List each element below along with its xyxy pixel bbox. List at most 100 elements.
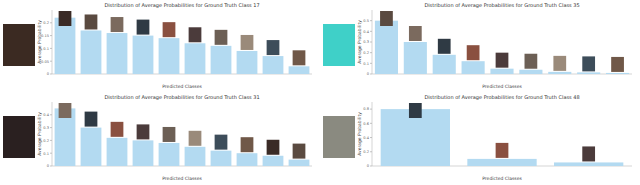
bar (263, 56, 284, 74)
y-tick (50, 61, 52, 62)
query-image (3, 24, 35, 66)
thumbnail (409, 103, 422, 118)
thumbnail (267, 140, 280, 155)
bars (381, 103, 624, 166)
bar (375, 21, 398, 74)
y-axis-label: Average Probability (357, 20, 362, 64)
y-tick (50, 127, 52, 128)
y-axis (372, 10, 373, 74)
thumbnail (111, 17, 124, 32)
bar (467, 159, 536, 166)
bar (133, 140, 154, 166)
y-axis-label: Average Probability (37, 112, 42, 156)
thumbnail (137, 20, 150, 35)
thumbnail (525, 54, 538, 69)
thumbnail (163, 22, 176, 37)
y-tick-label: 0.4 (43, 113, 49, 117)
y-tick (50, 166, 52, 167)
y-tick (370, 52, 372, 53)
y-tick-label: 0 (367, 72, 370, 76)
bar (211, 46, 232, 74)
figure: Distribution of Average Probabilities fo… (0, 0, 640, 185)
bar (211, 151, 232, 166)
bar (606, 73, 629, 74)
y-tick-label: 0.2 (363, 51, 369, 55)
y-tick-label: 0.1 (43, 152, 49, 156)
bar (185, 43, 206, 74)
thumbnail (553, 56, 566, 71)
thumbnail (215, 30, 228, 45)
y-tick (50, 153, 52, 154)
y-tick-label: 0.15 (41, 34, 49, 38)
thumbnail (59, 103, 72, 118)
bar (185, 147, 206, 166)
y-tick (50, 48, 52, 49)
bar (462, 61, 485, 74)
x-axis-label: Predicted Classes (162, 176, 202, 181)
chart-panel: Distribution of Average Probabilities fo… (323, 2, 632, 89)
bars (55, 103, 310, 166)
y-tick-label: 0.2 (43, 139, 49, 143)
y-tick (370, 166, 372, 167)
y-tick-label: 0.4 (363, 30, 369, 34)
y-tick-label: 0.5 (363, 19, 369, 23)
bar (289, 66, 310, 74)
bar (237, 51, 258, 74)
y-tick-label: 0.2 (43, 21, 49, 25)
thumbnail (163, 127, 176, 142)
query-image (323, 116, 355, 158)
chart-panel: Distribution of Average Probabilities fo… (3, 2, 312, 89)
chart-title: Distribution of Average Probabilities fo… (104, 94, 259, 101)
query-image (323, 24, 355, 66)
y-tick (50, 114, 52, 115)
thumbnail (293, 144, 306, 159)
chart-panel: Distribution of Average Probabilities fo… (323, 94, 632, 181)
x-axis-label: Predicted Classes (482, 84, 522, 89)
y-tick (50, 140, 52, 141)
bar (159, 38, 180, 74)
y-tick-label: 0.3 (363, 40, 369, 44)
y-tick-label: 0 (367, 164, 370, 168)
bar (490, 69, 513, 74)
thumbnail (137, 124, 150, 139)
bar (133, 36, 154, 74)
y-tick-label: 0.8 (363, 107, 369, 111)
y-tick (50, 22, 52, 23)
y-tick (370, 151, 372, 152)
y-tick-label: 0 (47, 164, 50, 168)
y-tick (370, 20, 372, 21)
bar (289, 160, 310, 166)
y-tick (50, 74, 52, 75)
thumbnail (409, 26, 422, 41)
y-axis-label: Average Probability (357, 112, 362, 156)
y-axis (372, 102, 373, 166)
y-tick (370, 123, 372, 124)
thumbnail (85, 14, 98, 29)
thumbnail (582, 56, 595, 71)
y-tick-label: 0 (47, 72, 50, 76)
thumbnail (467, 45, 480, 60)
y-tick-label: 0.4 (363, 136, 369, 140)
y-tick (370, 63, 372, 64)
bar (433, 55, 456, 74)
chart-panel: Distribution of Average Probabilities fo… (3, 94, 312, 181)
thumbnail (611, 57, 624, 72)
y-tick (370, 31, 372, 32)
bars (55, 11, 310, 74)
thumbnail (496, 53, 509, 68)
thumbnail (111, 122, 124, 137)
chart-title: Distribution of Average Probabilities fo… (424, 94, 579, 101)
bar (519, 70, 542, 74)
thumbnail (85, 112, 98, 127)
thumbnail (496, 143, 509, 158)
chart-title: Distribution of Average Probabilities fo… (424, 2, 579, 9)
bar (404, 42, 427, 74)
thumbnail (189, 27, 202, 42)
y-tick (370, 137, 372, 138)
y-tick (370, 109, 372, 110)
y-tick (370, 74, 372, 75)
y-axis (52, 102, 53, 166)
bar (55, 18, 76, 74)
thumbnail (293, 50, 306, 65)
thumbnail (241, 137, 254, 152)
